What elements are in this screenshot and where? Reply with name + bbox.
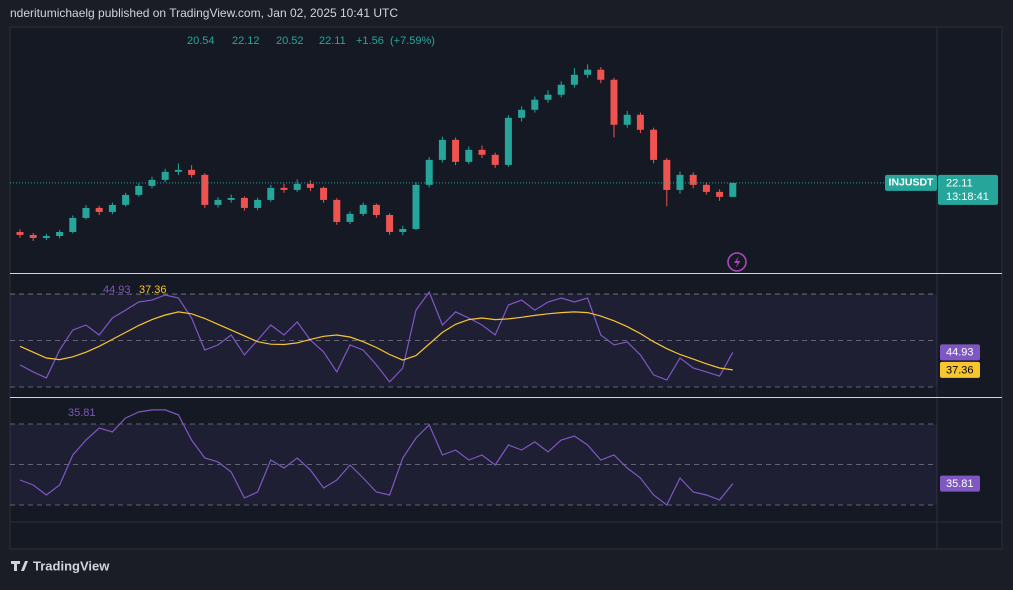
logo-mark — [11, 561, 28, 571]
candle-body — [557, 84, 565, 95]
candle-body — [333, 199, 341, 222]
indicator-legend-value: 35.81 — [68, 407, 96, 419]
candle-body — [399, 228, 407, 232]
candle-body — [280, 187, 288, 190]
candle-body — [135, 185, 143, 195]
candle-body — [716, 191, 724, 197]
candle-body — [491, 154, 499, 165]
candle-body — [254, 199, 262, 208]
candle-body — [570, 74, 578, 85]
indicator-badge — [940, 361, 980, 378]
candle-body — [29, 234, 37, 238]
candle-body — [465, 149, 473, 162]
candle-body — [82, 207, 90, 218]
alert-bolt[interactable] — [734, 256, 741, 268]
alert-icon[interactable] — [727, 252, 747, 272]
symbol-label: INJUSDT — [889, 177, 935, 189]
candle-body — [412, 184, 420, 229]
ohlc-low: 20.52 — [276, 35, 304, 47]
candle-body — [610, 79, 618, 125]
candle-body — [161, 171, 169, 180]
candle-body — [478, 149, 486, 155]
chart-frame — [9, 26, 1003, 550]
candle-body — [544, 94, 552, 100]
candle-body — [636, 114, 644, 130]
alert-ring[interactable] — [727, 252, 747, 272]
candle-body — [188, 169, 196, 175]
candle-body — [227, 197, 235, 200]
candle-body — [359, 204, 367, 214]
candle-body — [452, 139, 460, 162]
candle-body — [174, 169, 182, 172]
candle-body — [293, 183, 301, 190]
indicator-badge-label: 35.81 — [946, 478, 974, 490]
symbol-badge — [885, 174, 937, 191]
candle-body — [267, 187, 275, 200]
indicator-badge-label: 37.36 — [946, 364, 974, 376]
indicator-badge-label: 44.93 — [946, 347, 974, 359]
candle-body — [504, 117, 512, 165]
indicator-line — [19, 409, 734, 506]
candle-body — [56, 232, 64, 237]
candle-body — [623, 114, 631, 125]
logo: TradingView — [11, 558, 110, 573]
candle-body — [702, 184, 710, 192]
ohlc-open: 20.54 — [187, 35, 215, 47]
indicator-line — [19, 311, 733, 371]
candle-body — [438, 139, 446, 160]
indicator-badge — [940, 344, 980, 361]
candle-body — [425, 159, 433, 185]
candle-body — [122, 194, 130, 205]
candle-body — [42, 236, 50, 238]
candle-body — [214, 199, 222, 205]
brand-name: TradingView — [33, 558, 110, 573]
candle-body — [531, 99, 539, 110]
candle-body — [306, 183, 314, 188]
candle-body — [372, 204, 380, 215]
candle-body — [16, 232, 24, 235]
candle-body — [597, 69, 605, 80]
candle-body — [201, 174, 209, 205]
candle-body — [386, 214, 394, 232]
ohlc-legend: 20.54 22.12 20.52 22.11 +1.56 (+7.59%) — [187, 35, 435, 47]
candle-body — [676, 174, 684, 190]
candle-body — [69, 217, 77, 232]
publisher-line: nderitumichaelg published on TradingView… — [10, 6, 398, 20]
change-percent: (+7.59%) — [390, 35, 435, 47]
candle-body — [108, 204, 116, 212]
candle-body — [689, 174, 697, 185]
price-badge — [938, 174, 998, 205]
candle-body — [518, 109, 526, 118]
candle-body — [240, 197, 248, 208]
candle-body — [584, 69, 592, 75]
change: +1.56 — [356, 35, 384, 47]
candle-body — [346, 213, 354, 222]
indicator-badge — [940, 475, 980, 492]
ohlc-high: 22.12 — [232, 35, 260, 47]
indicator-legend-value: 37.36 — [139, 284, 167, 296]
candle-body — [650, 129, 658, 160]
countdown-label: 13:18:41 — [946, 191, 989, 203]
candle-body — [95, 207, 103, 212]
candle-body — [663, 159, 671, 190]
ohlc-close: 22.11 — [319, 35, 346, 47]
indicator-line — [19, 290, 734, 383]
price-label: 22.11 — [946, 177, 973, 189]
indicator-legend-value: 44.93 — [103, 284, 131, 296]
candle-body — [148, 179, 156, 186]
candle-body — [320, 187, 328, 200]
candle-body — [729, 182, 737, 197]
